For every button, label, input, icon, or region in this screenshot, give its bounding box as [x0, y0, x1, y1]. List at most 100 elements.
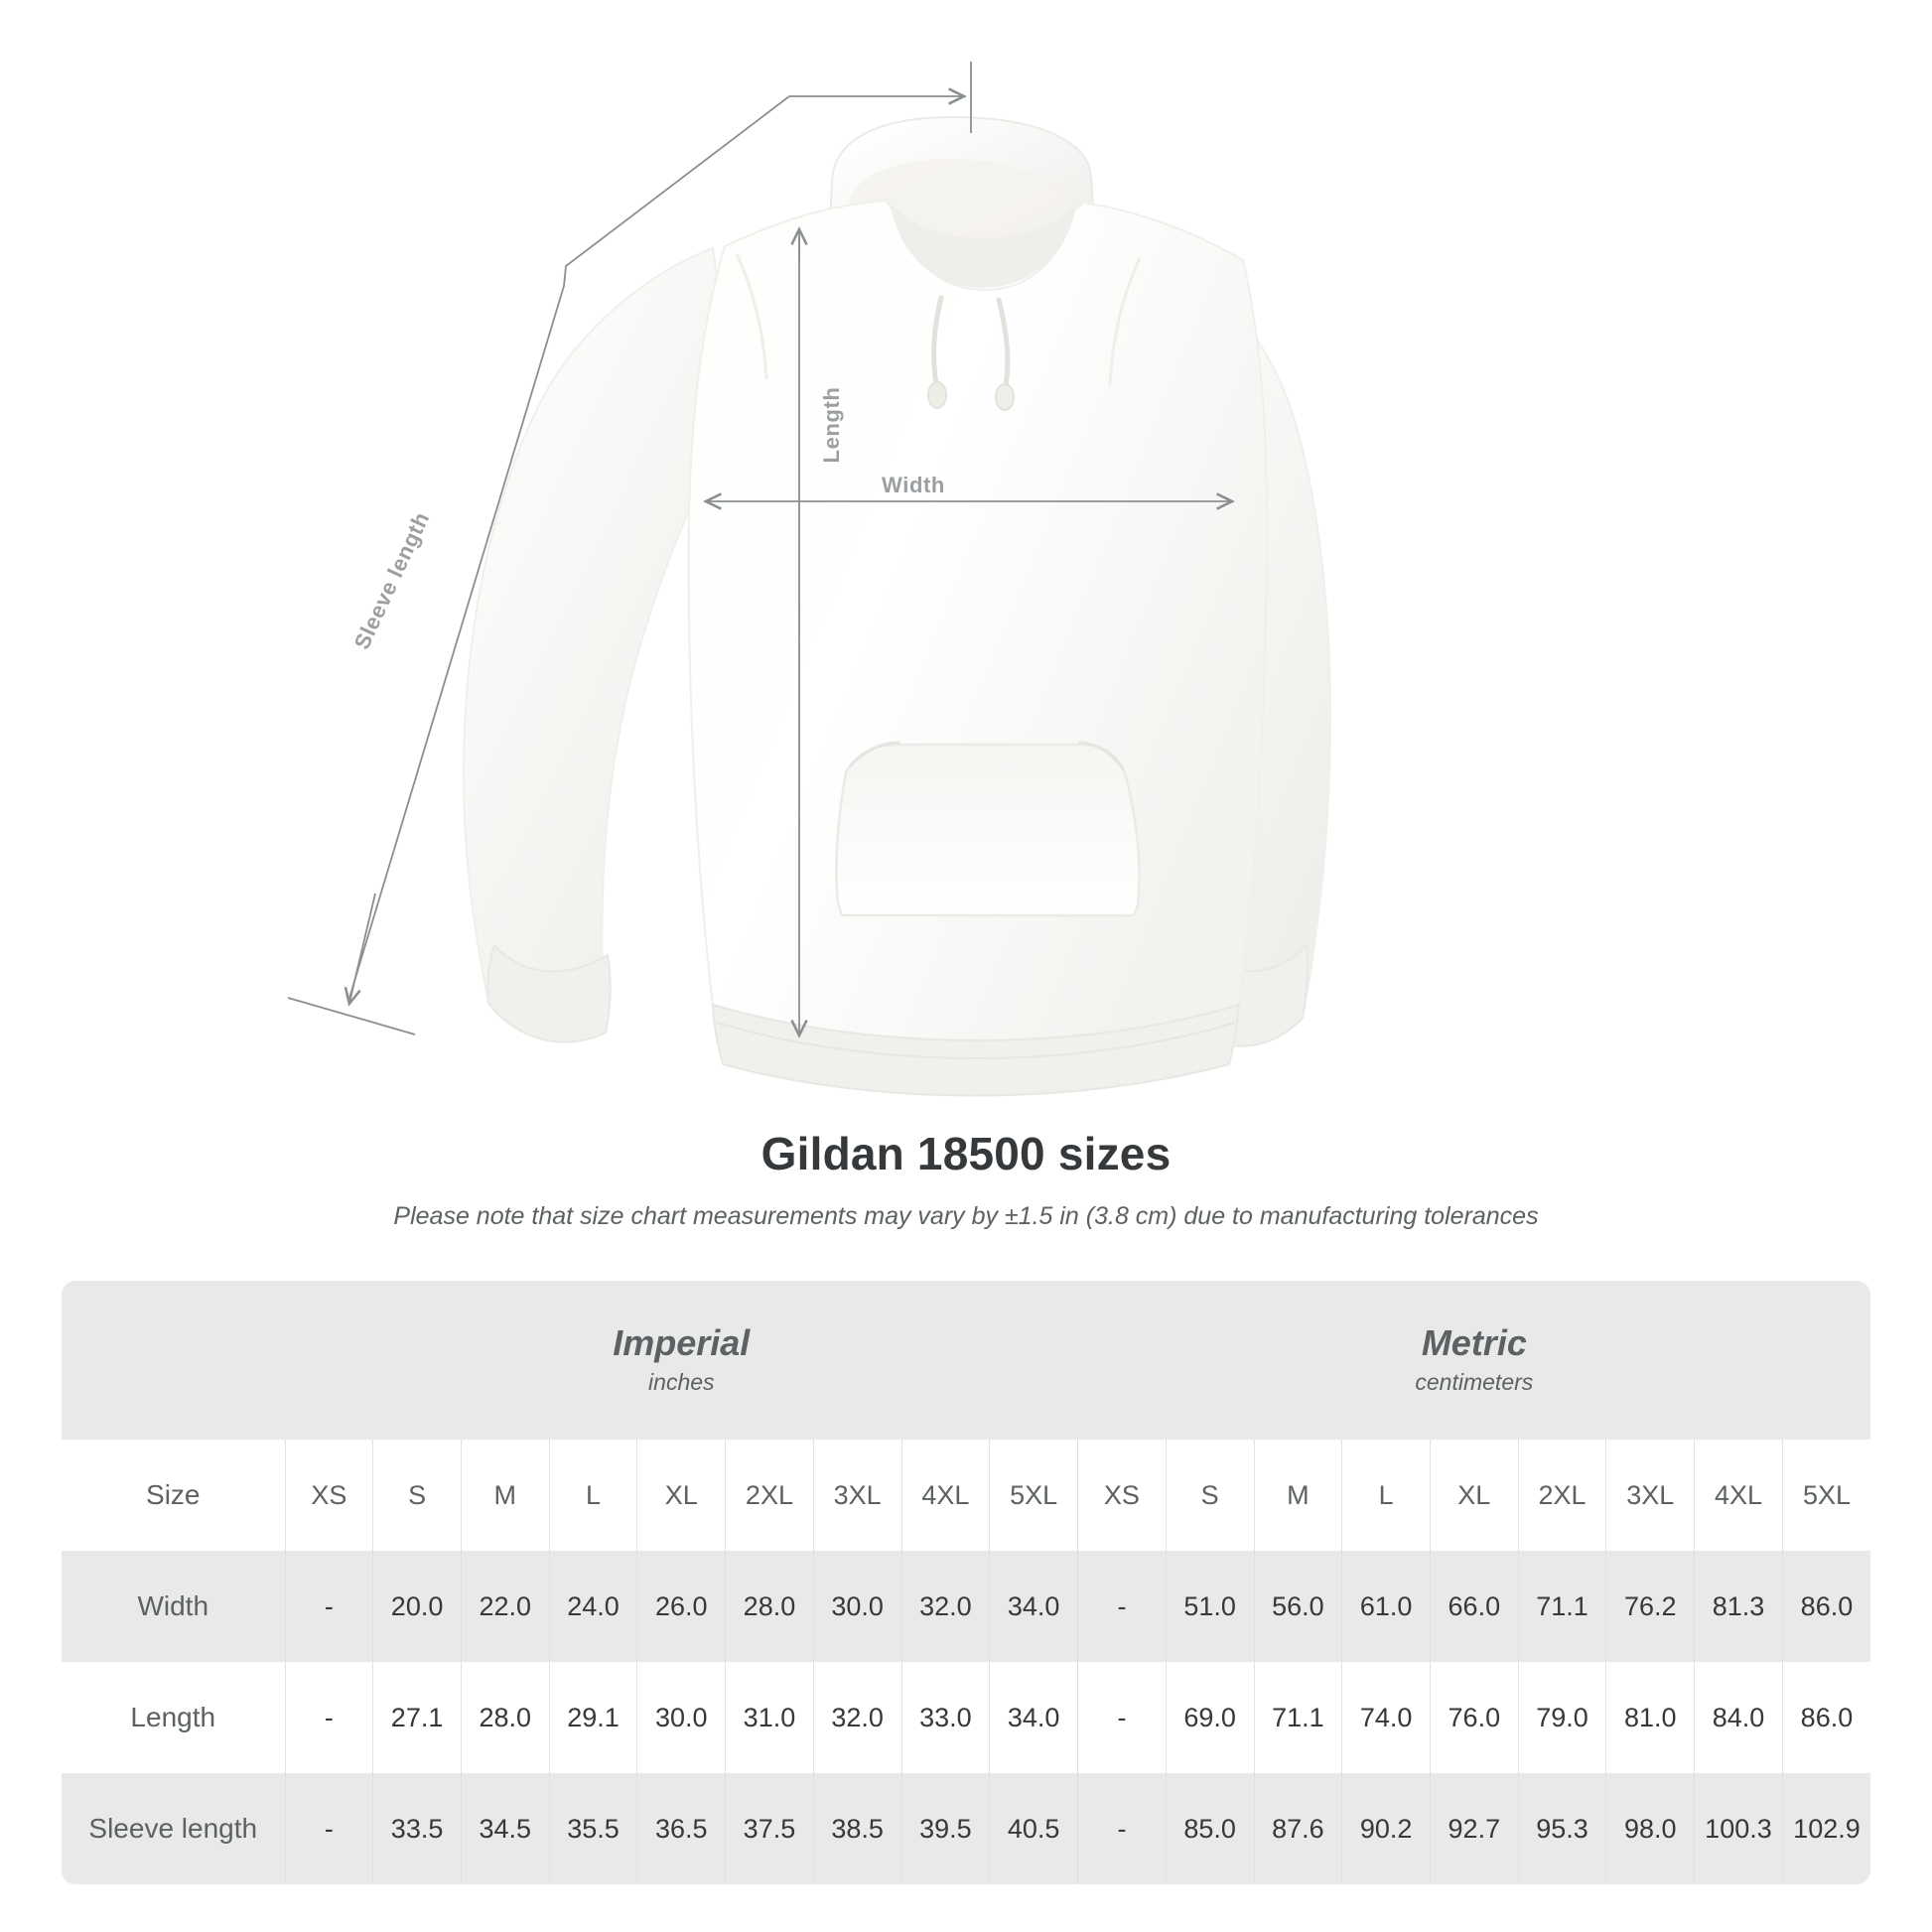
table-row: Width -20.0 22.0 24.0 26.0 28.0 30.0 32.0 34.0-5…	[62, 1551, 1871, 1662]
size-header-row: Size XS S M L XL 2XL 3XL 4XL 5XL XS S M L XL 2XL 3XL 4XL 5…	[62, 1440, 1871, 1551]
cell-width-metric-s: 51.0	[1165, 1551, 1255, 1662]
size-header-metric-l: L	[1341, 1440, 1431, 1551]
cell-length-metric-2xl: 79.0	[1517, 1662, 1606, 1773]
row-label-width: Width	[62, 1551, 285, 1662]
cell-sleeve-length-metric-m: 87.6	[1253, 1773, 1342, 1884]
cell-width-metric-l: 61.0	[1341, 1551, 1431, 1662]
cell-length-imperial-3xl: 32.0	[812, 1662, 902, 1773]
garment-diagram: Sleeve length Length Width	[287, 62, 1332, 1097]
size-header-imperial-4xl: 4XL	[900, 1440, 990, 1551]
measurement-lines	[287, 62, 1231, 1035]
cell-sleeve-length-imperial-l: 35.5	[548, 1773, 637, 1884]
size-header-imperial-l: L	[548, 1440, 637, 1551]
cell-length-imperial-l: 29.1	[548, 1662, 637, 1773]
unit-subtitle: centimeters	[1415, 1369, 1534, 1396]
cell-width-imperial-3xl: 30.0	[812, 1551, 902, 1662]
cell-width-imperial-l: 24.0	[548, 1551, 637, 1662]
size-header-imperial-s: S	[372, 1440, 462, 1551]
size-chart-table-wrapper: Imperial inches Metric centimeters Size XS S M L…	[62, 1281, 1871, 1884]
size-header-metric-2xl: 2XL	[1517, 1440, 1606, 1551]
cell-length-metric-4xl: 84.0	[1694, 1662, 1783, 1773]
cell-length-metric-3xl: 81.0	[1605, 1662, 1695, 1773]
size-header-imperial-xl: XL	[636, 1440, 726, 1551]
cell-sleeve-length-imperial-5xl: 40.5	[989, 1773, 1078, 1884]
size-chart-table: Imperial inches Metric centimeters Size XS S M L…	[62, 1281, 1871, 1884]
cell-sleeve-length-metric-xs: -	[1077, 1773, 1167, 1884]
size-header-imperial-2xl: 2XL	[725, 1440, 814, 1551]
cell-sleeve-length-imperial-s: 33.5	[372, 1773, 462, 1884]
cell-width-imperial-s: 20.0	[372, 1551, 462, 1662]
cell-width-metric-xl: 66.0	[1429, 1551, 1519, 1662]
cell-width-imperial-xl: 26.0	[636, 1551, 726, 1662]
cell-width-metric-5xl: 86.0	[1781, 1551, 1871, 1662]
unit-header-metric: Metric centimeters	[1077, 1281, 1871, 1440]
cell-sleeve-length-metric-5xl: 102.9	[1781, 1773, 1871, 1884]
length-label: Length	[819, 386, 844, 464]
size-header-imperial-5xl: 5XL	[989, 1440, 1078, 1551]
cell-sleeve-length-imperial-2xl: 37.5	[725, 1773, 814, 1884]
cell-width-metric-4xl: 81.3	[1694, 1551, 1783, 1662]
cell-width-metric-3xl: 76.2	[1605, 1551, 1695, 1662]
size-header-metric-xs: XS	[1077, 1440, 1167, 1551]
size-header-metric-4xl: 4XL	[1694, 1440, 1783, 1551]
size-column-header: Size	[62, 1440, 285, 1551]
cell-width-metric-xs: -	[1077, 1551, 1167, 1662]
size-header-metric-5xl: 5XL	[1781, 1440, 1871, 1551]
cell-width-metric-2xl: 71.1	[1517, 1551, 1606, 1662]
hoodie-illustration	[287, 62, 1332, 1097]
cell-width-imperial-4xl: 32.0	[900, 1551, 990, 1662]
cell-sleeve-length-metric-xl: 92.7	[1429, 1773, 1519, 1884]
cell-sleeve-length-metric-s: 85.0	[1165, 1773, 1255, 1884]
unit-banner-row: Imperial inches Metric centimeters	[62, 1281, 1871, 1440]
cell-sleeve-length-metric-l: 90.2	[1341, 1773, 1431, 1884]
cell-length-metric-5xl: 86.0	[1781, 1662, 1871, 1773]
tolerance-note: Please note that size chart measurements…	[393, 1202, 1539, 1230]
size-header-metric-3xl: 3XL	[1605, 1440, 1695, 1551]
size-header-imperial-3xl: 3XL	[812, 1440, 902, 1551]
size-header-metric-m: M	[1253, 1440, 1342, 1551]
row-label-length: Length	[62, 1662, 285, 1773]
unit-subtitle: inches	[648, 1369, 715, 1396]
unit-name: Imperial	[613, 1322, 751, 1364]
cell-length-imperial-4xl: 33.0	[900, 1662, 990, 1773]
width-label: Width	[882, 473, 945, 497]
cell-sleeve-length-metric-4xl: 100.3	[1694, 1773, 1783, 1884]
unit-header-imperial: Imperial inches	[285, 1281, 1078, 1440]
cell-width-imperial-5xl: 34.0	[989, 1551, 1078, 1662]
cell-length-metric-xl: 76.0	[1429, 1662, 1519, 1773]
title-block: Gildan 18500 sizes Please note that size…	[0, 1127, 1932, 1231]
table-row: Length -27.1 28.0 29.1 30.0 31.0 32.0 33.0 34.0-…	[62, 1662, 1871, 1773]
row-label-sleeve-length: Sleeve length	[62, 1773, 285, 1884]
sleeve-leader-path	[348, 95, 790, 999]
cell-width-imperial-m: 22.0	[460, 1551, 550, 1662]
cell-length-imperial-s: 27.1	[372, 1662, 462, 1773]
size-header-metric-s: S	[1165, 1440, 1255, 1551]
size-header-metric-xl: XL	[1429, 1440, 1519, 1551]
cell-sleeve-length-metric-3xl: 98.0	[1605, 1773, 1695, 1884]
cell-sleeve-length-imperial-3xl: 38.5	[812, 1773, 902, 1884]
sleeve-tick-bottom	[287, 997, 416, 1035]
sleeve-arrow-bottom	[349, 893, 376, 1003]
table-row: Sleeve length -33.5 34.5 35.5 36.5 37.5 38.5 39…	[62, 1773, 1871, 1884]
cell-length-metric-s: 69.0	[1165, 1662, 1255, 1773]
cell-length-imperial-xs: -	[284, 1662, 373, 1773]
hoodie-shape	[462, 115, 1332, 1097]
cell-sleeve-length-imperial-4xl: 39.5	[900, 1773, 990, 1884]
cell-length-metric-m: 71.1	[1253, 1662, 1342, 1773]
cell-width-imperial-xs: -	[284, 1551, 373, 1662]
size-header-imperial-xs: XS	[284, 1440, 373, 1551]
cell-sleeve-length-metric-2xl: 95.3	[1517, 1773, 1606, 1884]
cell-sleeve-length-imperial-xs: -	[284, 1773, 373, 1884]
cell-length-metric-l: 74.0	[1341, 1662, 1431, 1773]
cell-width-metric-m: 56.0	[1253, 1551, 1342, 1662]
cell-sleeve-length-imperial-xl: 36.5	[636, 1773, 726, 1884]
cell-length-imperial-5xl: 34.0	[989, 1662, 1078, 1773]
page-title: Gildan 18500 sizes	[760, 1128, 1172, 1179]
cell-length-imperial-m: 28.0	[460, 1662, 550, 1773]
cell-sleeve-length-imperial-m: 34.5	[460, 1773, 550, 1884]
cell-length-imperial-2xl: 31.0	[725, 1662, 814, 1773]
unit-name: Metric	[1421, 1322, 1527, 1364]
size-header-imperial-m: M	[460, 1440, 550, 1551]
cell-width-imperial-2xl: 28.0	[725, 1551, 814, 1662]
cell-length-imperial-xl: 30.0	[636, 1662, 726, 1773]
